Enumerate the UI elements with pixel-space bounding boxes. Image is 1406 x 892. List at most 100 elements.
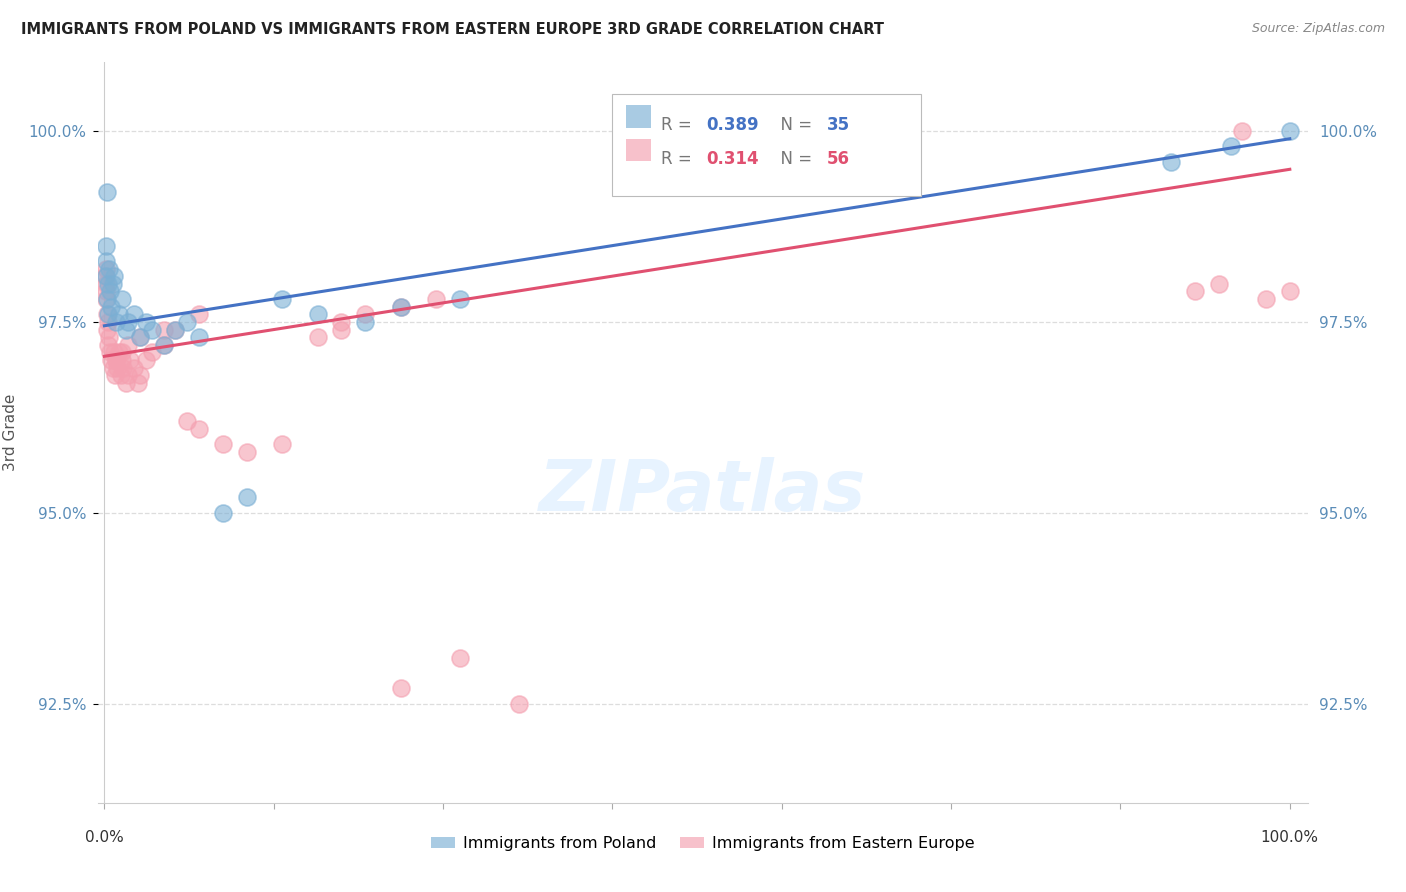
Legend: Immigrants from Poland, Immigrants from Eastern Europe: Immigrants from Poland, Immigrants from …	[425, 830, 981, 858]
Immigrants from Eastern Europe	[117, 338, 139, 352]
Immigrants from Eastern Europe	[103, 345, 125, 359]
Immigrants from Eastern Europe	[508, 697, 530, 711]
Immigrants from Eastern Europe	[1278, 285, 1301, 299]
Immigrants from Eastern Europe	[122, 360, 145, 375]
Text: IMMIGRANTS FROM POLAND VS IMMIGRANTS FROM EASTERN EUROPE 3RD GRADE CORRELATION C: IMMIGRANTS FROM POLAND VS IMMIGRANTS FRO…	[21, 22, 884, 37]
Text: 0.0%: 0.0%	[84, 830, 124, 845]
Immigrants from Poland	[97, 277, 120, 291]
Immigrants from Eastern Europe	[100, 353, 122, 368]
Immigrants from Eastern Europe	[127, 376, 149, 390]
Immigrants from Poland	[98, 285, 121, 299]
Immigrants from Poland	[111, 292, 134, 306]
Immigrants from Poland	[449, 292, 471, 306]
Immigrants from Eastern Europe	[105, 360, 128, 375]
Immigrants from Eastern Europe	[117, 368, 139, 383]
Immigrants from Eastern Europe	[135, 353, 157, 368]
Immigrants from Eastern Europe	[449, 650, 471, 665]
Immigrants from Eastern Europe	[94, 285, 117, 299]
Text: 100.0%: 100.0%	[1261, 830, 1319, 845]
Immigrants from Eastern Europe	[111, 345, 134, 359]
Immigrants from Eastern Europe	[94, 261, 117, 276]
Immigrants from Poland	[100, 300, 122, 314]
Text: 35: 35	[827, 116, 849, 134]
Immigrants from Poland	[96, 292, 118, 306]
Immigrants from Eastern Europe	[1184, 285, 1206, 299]
Immigrants from Poland	[98, 261, 121, 276]
Immigrants from Poland	[135, 315, 157, 329]
Immigrants from Eastern Europe	[165, 322, 187, 336]
Immigrants from Eastern Europe	[105, 353, 128, 368]
Immigrants from Eastern Europe	[235, 444, 257, 458]
Immigrants from Eastern Europe	[141, 345, 163, 359]
Immigrants from Poland	[1278, 124, 1301, 138]
Immigrants from Poland	[96, 238, 118, 252]
Immigrants from Poland	[107, 307, 129, 321]
Immigrants from Eastern Europe	[96, 307, 118, 321]
Immigrants from Poland	[97, 307, 120, 321]
Immigrants from Eastern Europe	[94, 292, 117, 306]
Immigrants from Eastern Europe	[94, 269, 117, 284]
Immigrants from Poland	[354, 315, 377, 329]
Immigrants from Poland	[271, 292, 294, 306]
Immigrants from Poland	[389, 300, 412, 314]
Text: N =: N =	[770, 116, 818, 134]
Immigrants from Poland	[188, 330, 211, 344]
Immigrants from Eastern Europe	[98, 345, 121, 359]
Immigrants from Poland	[212, 506, 235, 520]
Immigrants from Eastern Europe	[97, 338, 120, 352]
Immigrants from Eastern Europe	[152, 322, 174, 336]
Immigrants from Eastern Europe	[1232, 124, 1254, 138]
Immigrants from Poland	[141, 322, 163, 336]
Immigrants from Poland	[94, 269, 117, 284]
Immigrants from Eastern Europe	[330, 322, 353, 336]
Text: N =: N =	[770, 150, 818, 168]
Immigrants from Eastern Europe	[330, 315, 353, 329]
Immigrants from Eastern Europe	[101, 360, 124, 375]
Immigrants from Poland	[176, 315, 198, 329]
Immigrants from Eastern Europe	[114, 376, 136, 390]
Immigrants from Eastern Europe	[98, 330, 121, 344]
Immigrants from Poland	[1160, 154, 1182, 169]
Immigrants from Poland	[152, 338, 174, 352]
Immigrants from Poland	[96, 185, 118, 199]
Immigrants from Eastern Europe	[188, 307, 211, 321]
Immigrants from Poland	[105, 315, 128, 329]
Immigrants from Eastern Europe	[129, 368, 152, 383]
Y-axis label: 3rd Grade: 3rd Grade	[3, 394, 17, 471]
Immigrants from Eastern Europe	[1208, 277, 1230, 291]
Text: R =: R =	[661, 150, 697, 168]
Immigrants from Eastern Europe	[105, 353, 128, 368]
Immigrants from Eastern Europe	[96, 277, 118, 291]
Text: Source: ZipAtlas.com: Source: ZipAtlas.com	[1251, 22, 1385, 36]
Immigrants from Eastern Europe	[188, 422, 211, 436]
Text: ZIPatlas: ZIPatlas	[540, 458, 866, 526]
Immigrants from Eastern Europe	[120, 353, 142, 368]
Immigrants from Poland	[1219, 139, 1241, 153]
Text: 56: 56	[827, 150, 849, 168]
Immigrants from Eastern Europe	[97, 315, 120, 329]
Immigrants from Eastern Europe	[112, 360, 135, 375]
Immigrants from Eastern Europe	[307, 330, 329, 344]
Immigrants from Poland	[122, 307, 145, 321]
Immigrants from Poland	[235, 491, 257, 505]
Immigrants from Poland	[117, 315, 139, 329]
Immigrants from Eastern Europe	[212, 437, 235, 451]
Immigrants from Poland	[101, 277, 124, 291]
Immigrants from Eastern Europe	[1254, 292, 1277, 306]
Text: R =: R =	[661, 116, 697, 134]
Immigrants from Eastern Europe	[107, 345, 129, 359]
Immigrants from Poland	[114, 322, 136, 336]
Immigrants from Eastern Europe	[425, 292, 447, 306]
Immigrants from Poland	[129, 330, 152, 344]
Text: 0.314: 0.314	[706, 150, 758, 168]
Immigrants from Eastern Europe	[389, 300, 412, 314]
Immigrants from Eastern Europe	[176, 414, 198, 428]
Immigrants from Poland	[307, 307, 329, 321]
Immigrants from Eastern Europe	[152, 338, 174, 352]
Immigrants from Eastern Europe	[111, 353, 134, 368]
Immigrants from Poland	[94, 253, 117, 268]
Immigrants from Eastern Europe	[110, 368, 132, 383]
Immigrants from Eastern Europe	[129, 330, 152, 344]
Text: 0.389: 0.389	[706, 116, 758, 134]
Immigrants from Poland	[165, 322, 187, 336]
